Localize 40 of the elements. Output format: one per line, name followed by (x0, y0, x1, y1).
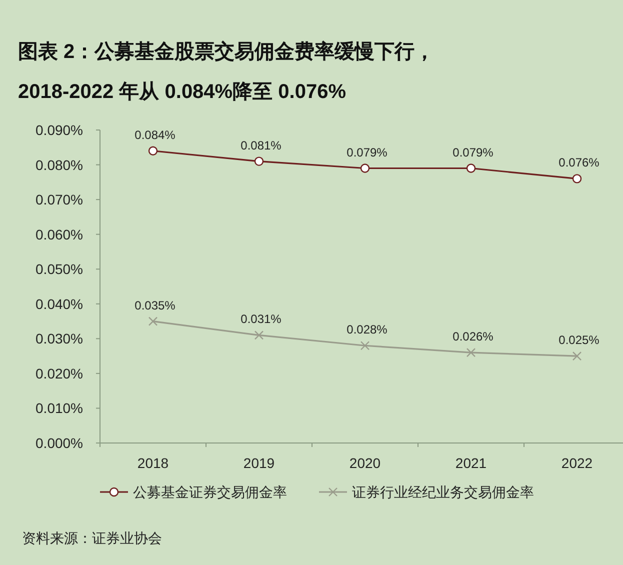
data-label: 0.076% (558, 156, 600, 170)
chart-title: 图表 2：公募基金股票交易佣金费率缓慢下行， (18, 40, 435, 63)
point (254, 156, 264, 166)
y-tick-label: 0.010% (36, 400, 83, 416)
text: 资料来源：证券业协会 (22, 530, 162, 546)
data-label: 0.079% (452, 145, 494, 160)
point (466, 164, 476, 173)
legend-label: 证券行业经纪业务交易佣金率 (352, 484, 534, 500)
data-label: 0.081% (240, 138, 282, 152)
y-tick-label: 0.020% (36, 365, 83, 382)
data-label: 0.028% (346, 322, 388, 337)
x-tick-label: 2021 (455, 455, 487, 471)
y-tick-label: 0.000% (36, 435, 83, 451)
point (254, 330, 264, 340)
point (466, 348, 476, 358)
x-tick-label: 2020 (349, 455, 381, 471)
y-tick-label: 0.070% (36, 192, 83, 208)
point (572, 174, 582, 184)
y-tick-label: 0.080% (36, 156, 83, 173)
point (360, 341, 370, 350)
data-label: 0.035% (134, 298, 176, 312)
point (148, 146, 158, 156)
data-label: 0.026% (452, 330, 494, 344)
x-tick-label: 2022 (561, 455, 593, 471)
legend-label: 公募基金证券交易佣金率 (133, 484, 287, 500)
chart-subtitle: 2018-2022 年从 0.084%降至 0.076% (18, 81, 346, 103)
data-label: 0.084% (134, 128, 176, 142)
y-tick-label: 0.050% (36, 261, 83, 278)
y-tick-label: 0.030% (36, 330, 83, 347)
data-label: 0.031% (240, 312, 282, 326)
y-tick-label: 0.060% (36, 226, 83, 242)
data-label: 0.025% (558, 333, 600, 348)
x-tick-label: 2018 (137, 455, 169, 471)
point (572, 351, 582, 361)
data-label: 0.079% (346, 145, 388, 160)
point (360, 164, 370, 173)
y-tick-label: 0.040% (36, 296, 83, 312)
point (148, 316, 158, 326)
y-tick-label: 0.090% (36, 122, 83, 138)
x-tick-label: 2019 (243, 455, 275, 471)
